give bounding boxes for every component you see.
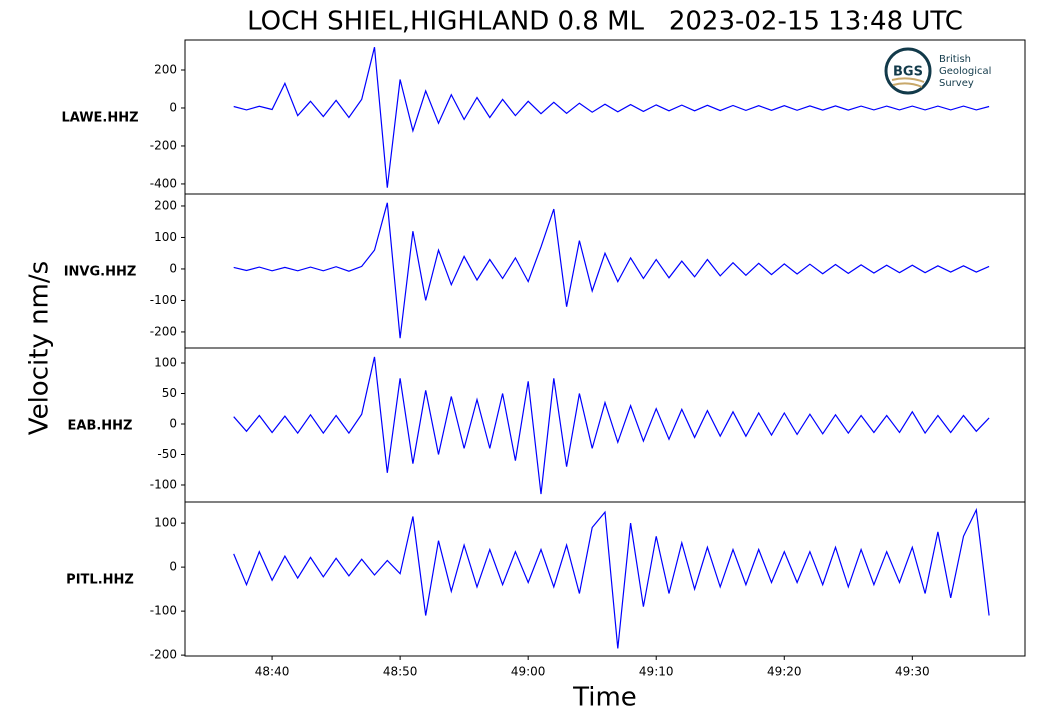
y-tick-label: -200: [150, 324, 177, 338]
y-tick-label: 0: [169, 261, 177, 275]
logo: BGS British Geological Survey: [884, 47, 991, 95]
y-axis-label: Velocity nm/s: [25, 261, 55, 435]
waveform: [233, 202, 990, 339]
y-tick-label: 100: [154, 230, 177, 244]
y-tick-label: -100: [150, 293, 177, 307]
y-tick-label: 100: [154, 356, 177, 370]
panel-frame: [184, 193, 1026, 349]
logo-ring: [884, 47, 932, 95]
station-label: EAB.HHZ: [68, 419, 133, 434]
y-tick-label: 200: [154, 63, 177, 77]
y-tick-label: 200: [154, 198, 177, 212]
panel-frame: [184, 347, 1026, 503]
y-tick-label: -200: [150, 138, 177, 152]
y-tick-label: 0: [169, 560, 177, 574]
y-tick-label: -200: [150, 648, 177, 662]
y-tick-label: -400: [150, 176, 177, 190]
y-tick-label: 50: [162, 386, 177, 400]
chart-title: LOCH SHIEL,HIGHLAND 0.8 ML 2023-02-15 13…: [247, 7, 963, 37]
station-label: PITL.HHZ: [66, 573, 134, 588]
waveform: [233, 507, 990, 649]
waveform: [233, 356, 990, 495]
y-tick-label: -100: [150, 477, 177, 491]
y-tick-label: 0: [169, 416, 177, 430]
station-label: INVG.HHZ: [64, 265, 137, 280]
x-tick-label: 49:10: [639, 665, 674, 679]
y-tick-label: 100: [154, 516, 177, 530]
y-tick-label: 0: [169, 100, 177, 114]
x-tick-label: 48:50: [383, 665, 418, 679]
logo-abbr: BGS: [893, 65, 923, 80]
y-tick-label: -100: [150, 604, 177, 618]
logo-text: British: [939, 54, 971, 65]
waveform: [233, 47, 990, 188]
x-tick-label: 49:30: [895, 665, 930, 679]
x-tick-label: 49:00: [511, 665, 546, 679]
station-label: LAWE.HHZ: [61, 111, 138, 126]
panel-frame: [184, 501, 1026, 657]
logo-text: Survey: [939, 78, 974, 89]
x-axis-label: Time: [572, 683, 637, 713]
x-tick-label: 49:20: [767, 665, 802, 679]
logo-text: Geological: [939, 66, 991, 77]
y-tick-label: -50: [157, 447, 177, 461]
x-tick-label: 48:40: [255, 665, 290, 679]
logo-waves: [891, 77, 925, 88]
